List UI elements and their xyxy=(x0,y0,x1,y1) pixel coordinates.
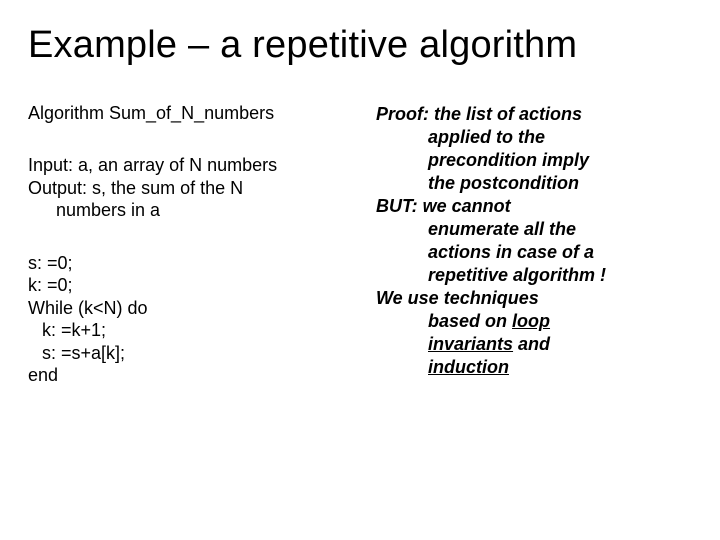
slide: Example – a repetitive algorithm Algorit… xyxy=(0,0,720,540)
io-block: Input: a, an array of N numbers Output: … xyxy=(28,154,348,222)
proof-line: Proof: the list of actions xyxy=(376,103,686,126)
proof-line: actions in case of a xyxy=(376,241,686,264)
code-line: end xyxy=(28,364,348,387)
proof-text: based on xyxy=(428,311,512,331)
proof-line: the postcondition xyxy=(376,172,686,195)
proof-line: precondition imply xyxy=(376,149,686,172)
proof-line: invariants and xyxy=(376,333,686,356)
slide-title: Example – a repetitive algorithm xyxy=(28,24,692,67)
proof-underline: loop xyxy=(512,311,550,331)
output-line-1: Output: s, the sum of the N xyxy=(28,177,348,200)
left-column: Algorithm Sum_of_N_numbers Input: a, an … xyxy=(28,103,348,387)
code-line: k: =k+1; xyxy=(28,319,348,342)
proof-text: and xyxy=(513,334,550,354)
proof-line: applied to the xyxy=(376,126,686,149)
proof-underline: induction xyxy=(428,357,509,377)
proof-line: We use techniques xyxy=(376,287,686,310)
code-block: s: =0; k: =0; While (k<N) do k: =k+1; s:… xyxy=(28,252,348,387)
proof-line: enumerate all the xyxy=(376,218,686,241)
proof-line: based on loop xyxy=(376,310,686,333)
code-line: s: =0; xyxy=(28,252,348,275)
proof-line: BUT: we cannot xyxy=(376,195,686,218)
right-column: Proof: the list of actions applied to th… xyxy=(376,103,686,387)
input-line: Input: a, an array of N numbers xyxy=(28,154,348,177)
code-line: While (k<N) do xyxy=(28,297,348,320)
code-line: k: =0; xyxy=(28,274,348,297)
proof-line: induction xyxy=(376,356,686,379)
output-line-2: numbers in a xyxy=(28,199,348,222)
code-line: s: =s+a[k]; xyxy=(28,342,348,365)
columns: Algorithm Sum_of_N_numbers Input: a, an … xyxy=(28,103,692,387)
proof-underline: invariants xyxy=(428,334,513,354)
proof-line: repetitive algorithm ! xyxy=(376,264,686,287)
algorithm-name: Algorithm Sum_of_N_numbers xyxy=(28,103,348,124)
